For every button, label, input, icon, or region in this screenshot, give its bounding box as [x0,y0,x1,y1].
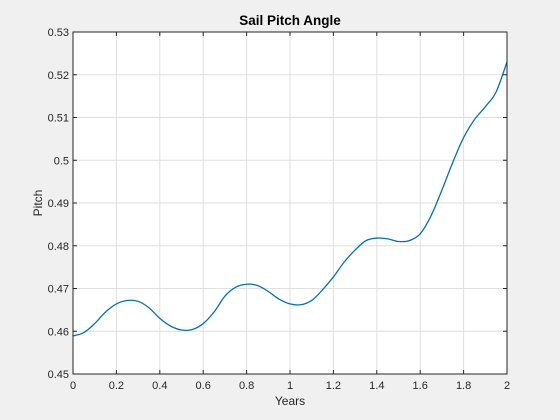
plot-area [72,61,508,337]
ticks [72,31,508,375]
chart-title: Sail Pitch Angle [239,13,341,28]
y-tick-label: 0.46 [48,326,69,338]
x-tick-label: 1 [287,380,293,392]
y-tick-label: 0.52 [48,70,69,82]
x-tick-label: 1.2 [326,380,341,392]
x-tick-label: 0.6 [196,380,211,392]
x-tick-label: 1.4 [369,380,384,392]
y-tick-label: 0.49 [48,198,69,210]
y-axis-label: Pitch [31,190,45,217]
x-tick-label: 2 [504,380,510,392]
y-tick-label: 0.5 [54,155,69,167]
y-tick-label: 0.47 [48,284,69,296]
y-tick-label: 0.53 [48,27,69,39]
series-line-0 [72,61,508,337]
y-tick-label: 0.48 [48,241,69,253]
x-tick-label: 0.4 [152,380,167,392]
y-tick-label: 0.45 [48,369,69,381]
x-tick-label: 0.2 [109,380,124,392]
x-tick-label: 1.6 [413,380,428,392]
x-tick-label: 0 [70,380,76,392]
x-axis-label: Years [275,394,305,408]
x-tick-label: 0.8 [239,380,254,392]
x-tick-label: 1.8 [456,380,471,392]
tick-labels: 0 0.2 0.4 0.6 0.8 1 1.2 1.4 1.6 1.8 2 0.45 0.46 0.47 0… [48,27,510,392]
y-tick-label: 0.51 [48,113,69,125]
